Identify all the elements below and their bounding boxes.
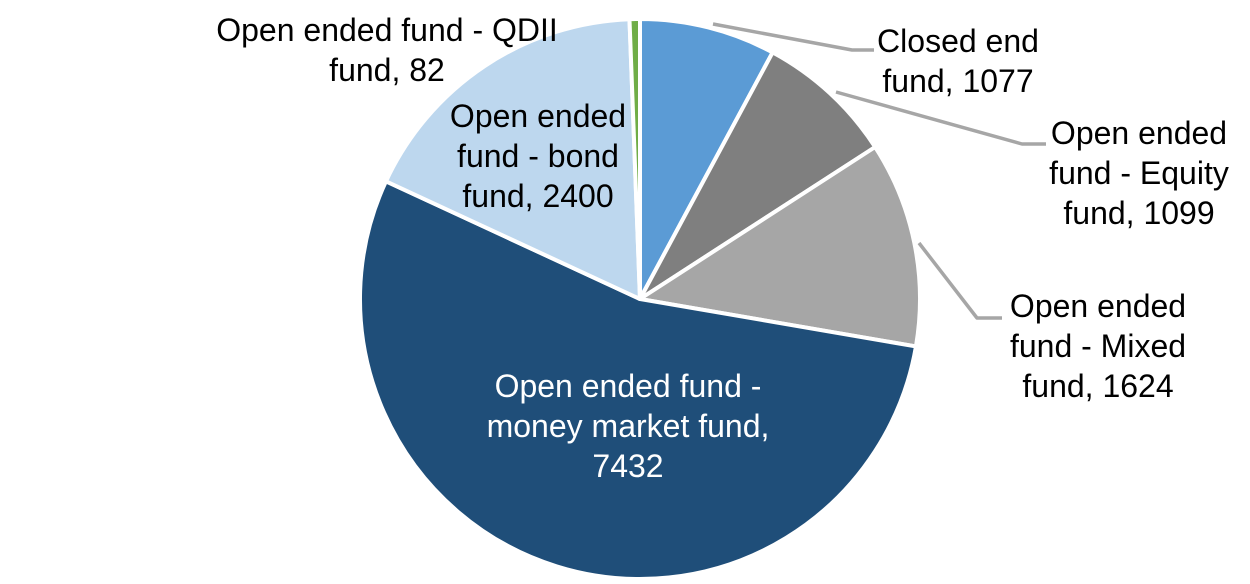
slice-label-line: Open ended fund - bbox=[494, 368, 762, 404]
slice-label-line: fund - Equity bbox=[1049, 155, 1229, 191]
slice-label-line: Closed end bbox=[877, 23, 1039, 59]
slice-label-line: Open ended bbox=[1009, 288, 1187, 324]
pie-slice-open-ended-equity-fund[interactable] bbox=[638, 50, 878, 301]
slice-label-open-ended-bond-fund: Open ended fund - bond fund, 2400 bbox=[408, 96, 668, 216]
slice-label-open-ended-equity-fund: Open ended fund - Equity fund, 1099 bbox=[1009, 113, 1250, 233]
leader-lines bbox=[712, 22, 1046, 320]
slice-label-line: money market fund, bbox=[486, 408, 770, 444]
pie-slice-open-ended-mixed-fund[interactable] bbox=[638, 145, 922, 349]
slice-label-line: fund, 1624 bbox=[1022, 368, 1174, 404]
slice-label-line: fund - Mixed bbox=[1009, 328, 1187, 364]
slice-label-line: fund - bond bbox=[457, 138, 619, 174]
slice-label-open-ended-qdii-fund: Open ended fund - QDII fund, 82 bbox=[187, 10, 587, 90]
slice-label-open-ended-mixed-fund: Open ended fund - Mixed fund, 1624 bbox=[968, 286, 1228, 406]
pie-slices bbox=[358, 17, 922, 581]
slice-label-line: Open ended bbox=[449, 98, 627, 134]
slice-label-line: fund, 2400 bbox=[462, 178, 614, 214]
slice-label-line: Open ended fund - QDII bbox=[216, 12, 558, 48]
leader-line-open-ended-equity-fund bbox=[835, 90, 1046, 146]
slice-label-line: fund, 1077 bbox=[882, 63, 1034, 99]
pie-slice-closed-end-fund[interactable] bbox=[638, 17, 775, 301]
slice-label-line: fund, 1099 bbox=[1063, 195, 1215, 231]
leader-line-closed-end-fund bbox=[712, 22, 874, 52]
slice-label-line: fund, 82 bbox=[329, 52, 445, 88]
pie-slice-open-ended-bond-fund[interactable] bbox=[383, 17, 642, 301]
slice-label-closed-end-fund: Closed end fund, 1077 bbox=[828, 21, 1088, 101]
pie-slice-open-ended-money-market-fund[interactable] bbox=[358, 179, 918, 581]
leader-line-open-ended-mixed-fund bbox=[917, 241, 1002, 320]
slice-label-open-ended-money-market-fund: Open ended fund - money market fund, 743… bbox=[418, 366, 838, 486]
slice-label-line: 7432 bbox=[592, 448, 664, 484]
pie-slice-open-ended-qdii-fund[interactable] bbox=[627, 17, 642, 301]
slice-label-line: Open ended bbox=[1050, 115, 1228, 151]
